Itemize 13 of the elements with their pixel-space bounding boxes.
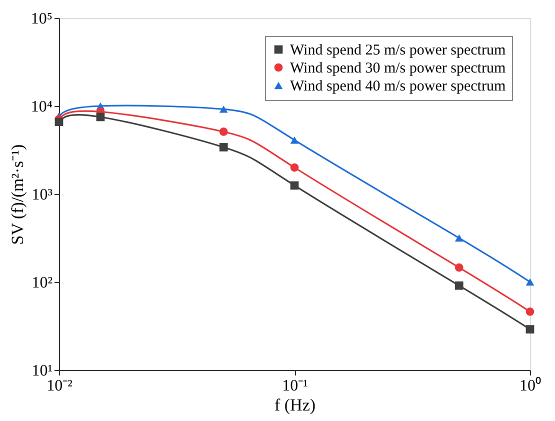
legend-label: Wind spend 30 m/s power spectrum xyxy=(290,60,506,76)
x-axis-title: f (Hz) xyxy=(274,396,316,414)
y-tick-label: 10⁵ xyxy=(30,10,52,28)
x-tick-label: 10⁻¹ xyxy=(282,378,308,394)
legend-label: Wind spend 25 m/s power spectrum xyxy=(290,42,506,58)
y-tick-label: 10⁴ xyxy=(30,98,53,116)
y-axis-title: SV (f)/(m²·s⁻¹) xyxy=(8,144,27,245)
y-tick-label: 10³ xyxy=(32,186,53,204)
x-tick-label: 10⁰ xyxy=(520,376,542,394)
y-tick-label: 10² xyxy=(32,274,53,292)
y-tick-label: 10¹ xyxy=(32,362,53,380)
legend-label: Wind spend 40 m/s power spectrum xyxy=(290,78,506,94)
x-tick-label: 10⁻² xyxy=(46,378,73,394)
